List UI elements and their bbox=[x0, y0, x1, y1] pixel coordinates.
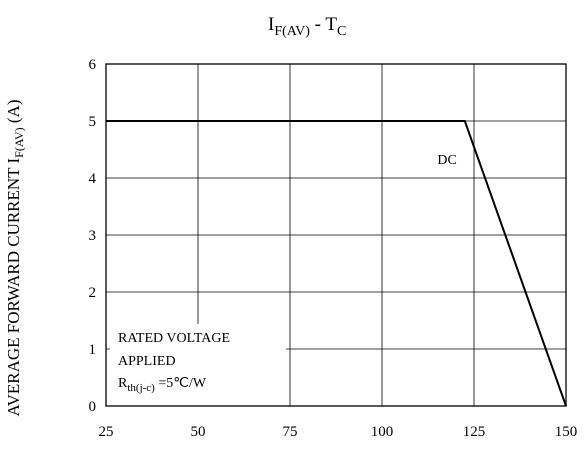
title-sub2: C bbox=[337, 24, 346, 39]
ylabel-base: AVERAGE FORWARD CURRENT I bbox=[4, 157, 23, 416]
ylabel-sub: F(AV) bbox=[12, 127, 26, 157]
condition-line2: APPLIED bbox=[118, 354, 176, 369]
y-tick-label: 2 bbox=[89, 285, 97, 301]
x-ticks: 25 50 75 100 125 150 bbox=[99, 424, 578, 440]
y-tick-label: 6 bbox=[89, 57, 97, 73]
ylabel-unit: (A) bbox=[4, 100, 23, 128]
y-tick-label: 3 bbox=[89, 228, 97, 244]
x-tick-label: 75 bbox=[283, 424, 298, 440]
y-tick-label: 4 bbox=[89, 171, 97, 187]
chart-title: IF(AV) - TC bbox=[268, 14, 346, 39]
title-sub: F(AV) bbox=[274, 24, 310, 39]
y-axis-label: AVERAGE FORWARD CURRENT IF(AV) (A) bbox=[4, 100, 26, 417]
x-tick-label: 125 bbox=[463, 424, 486, 440]
plot-frame bbox=[105, 63, 567, 407]
y-tick-label: 5 bbox=[89, 114, 97, 130]
x-tick-label: 150 bbox=[555, 424, 578, 440]
rth-value: =5℃/W bbox=[155, 376, 207, 391]
series-label: DC bbox=[437, 153, 456, 168]
title-base: I bbox=[268, 14, 274, 35]
annotation-backing bbox=[110, 324, 286, 406]
series-line-dc bbox=[106, 120, 567, 407]
rth-base: R bbox=[118, 376, 128, 391]
y-tick-label: 1 bbox=[89, 342, 97, 358]
y-tick-label: 0 bbox=[89, 399, 97, 415]
rth-sub: th(j-c) bbox=[127, 382, 155, 394]
x-tick-label: 25 bbox=[99, 424, 114, 440]
x-tick-label: 50 bbox=[191, 424, 206, 440]
y-ticks: 0 1 2 3 4 5 6 bbox=[89, 57, 97, 415]
title-sep: - bbox=[310, 14, 325, 35]
rth-annotation: Rth(j-c) =5℃/W bbox=[118, 376, 207, 394]
series-layer: DC bbox=[106, 120, 567, 407]
condition-line1: RATED VOLTAGE bbox=[118, 331, 230, 346]
title-base2: T bbox=[325, 14, 337, 35]
x-tick-label: 100 bbox=[371, 424, 394, 440]
